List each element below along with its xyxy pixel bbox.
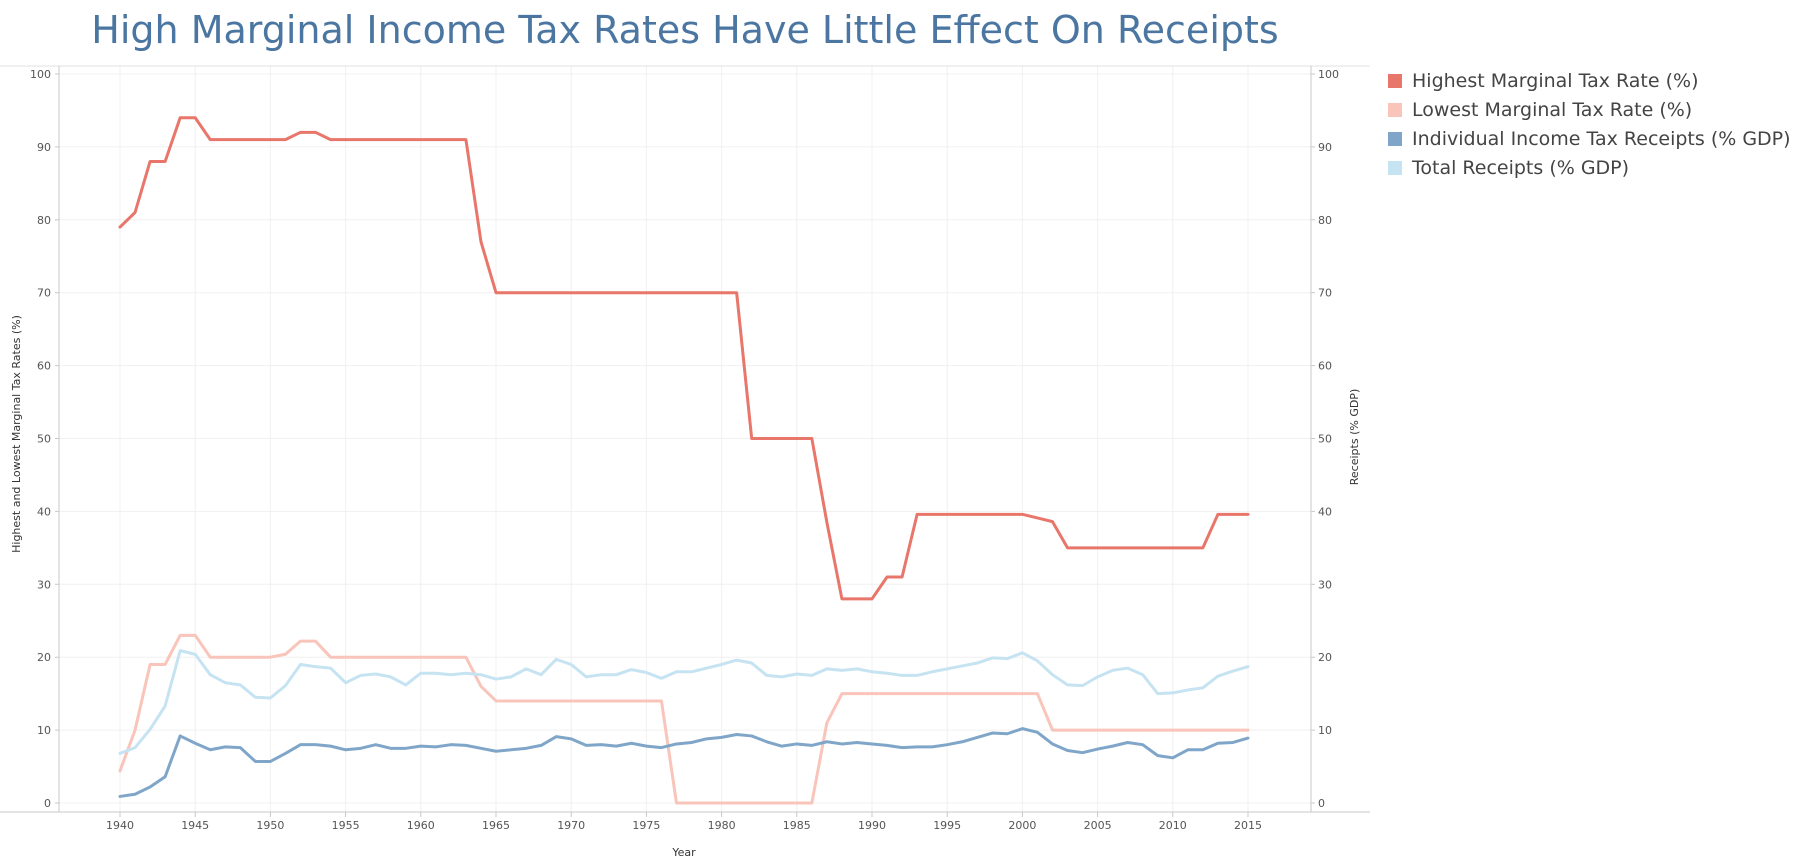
- y-tick-label-right: 70: [1318, 287, 1332, 300]
- series-line-4: [118, 649, 1250, 755]
- x-tick-label: 1970: [557, 819, 585, 832]
- y-tick-label-right: 80: [1318, 214, 1332, 227]
- y-tick-label-left: 70: [37, 287, 51, 300]
- legend-swatch: [1388, 131, 1402, 146]
- y-tick-label-left: 100: [30, 68, 51, 81]
- y-tick-label-right: 10: [1318, 724, 1332, 737]
- series-line-3: [118, 727, 1250, 798]
- legend-label: Highest Marginal Tax Rate (%): [1412, 69, 1699, 92]
- x-tick-label: 1985: [783, 819, 811, 832]
- x-tick-label: 2010: [1159, 819, 1187, 832]
- legend-swatch: [1388, 73, 1402, 88]
- series-line-1: [118, 116, 1250, 601]
- y-tick-label-left: 30: [37, 578, 51, 591]
- y-tick-label-right: 100: [1318, 68, 1339, 81]
- y-tick-label-left: 10: [37, 724, 51, 737]
- y-tick-label-left: 40: [37, 505, 51, 518]
- x-tick-label: 1975: [632, 819, 660, 832]
- y-tick-label-left: 20: [37, 651, 51, 664]
- x-tick-label: 1995: [933, 819, 961, 832]
- x-tick-label: 1980: [708, 819, 736, 832]
- x-tick-label: 1955: [332, 819, 360, 832]
- y-axis-left-title: Highest and Lowest Marginal Tax Rates (%…: [10, 315, 23, 553]
- y-tick-label-left: 80: [37, 214, 51, 227]
- x-axis-title: Year: [671, 846, 696, 859]
- legend-item: Total Receipts (% GDP): [1388, 153, 1791, 182]
- x-tick-label: 1965: [482, 819, 510, 832]
- legend-label: Total Receipts (% GDP): [1412, 156, 1630, 179]
- legend-item: Individual Income Tax Receipts (% GDP): [1388, 124, 1791, 153]
- y-tick-label-right: 60: [1318, 360, 1332, 373]
- legend-label: Individual Income Tax Receipts (% GDP): [1412, 127, 1791, 150]
- chart-title: High Marginal Income Tax Rates Have Litt…: [91, 8, 1279, 52]
- series-lines: [118, 116, 1250, 805]
- y-tick-label-right: 20: [1318, 651, 1332, 664]
- y-tick-label-left: 90: [37, 141, 51, 154]
- x-tick-label: 2000: [1008, 819, 1036, 832]
- grid: [59, 66, 1311, 812]
- y-axis-left: 0 10 20 30 40 50 60 70 80 90 100: [30, 68, 59, 810]
- legend-item: Lowest Marginal Tax Rate (%): [1388, 95, 1791, 124]
- y-axis-right: 0 10 20 30 40 50 60 70 80 90 100: [1311, 68, 1339, 810]
- line-chart: 0 10 20 30 40 50 60 70 80 90 100 0 10 20 30 40 50 60 70 80…: [0, 65, 1370, 859]
- x-tick-label: 2015: [1234, 819, 1262, 832]
- y-tick-label-right: 0: [1318, 797, 1325, 810]
- legend-item: Highest Marginal Tax Rate (%): [1388, 66, 1791, 95]
- x-tick-label: 1950: [256, 819, 284, 832]
- y-tick-label-right: 40: [1318, 505, 1332, 518]
- legend: Highest Marginal Tax Rate (%) Lowest Marg…: [1388, 66, 1791, 182]
- legend-swatch: [1388, 102, 1402, 117]
- y-tick-label-left: 50: [37, 433, 51, 446]
- x-tick-label: 1960: [407, 819, 435, 832]
- y-tick-label-right: 90: [1318, 141, 1332, 154]
- x-tick-label: 1990: [858, 819, 886, 832]
- x-tick-label: 1940: [106, 819, 134, 832]
- series-line-2: [118, 633, 1250, 805]
- x-tick-label: 1945: [181, 819, 209, 832]
- y-tick-label-right: 30: [1318, 578, 1332, 591]
- legend-label: Lowest Marginal Tax Rate (%): [1412, 98, 1693, 121]
- x-tick-label: 2005: [1084, 819, 1112, 832]
- y-tick-label-right: 50: [1318, 433, 1332, 446]
- legend-swatch: [1388, 160, 1402, 175]
- y-axis-right-title: Receipts (% GDP): [1348, 389, 1361, 485]
- y-tick-label-left: 60: [37, 360, 51, 373]
- y-tick-label-left: 0: [44, 797, 51, 810]
- x-axis: 1940 1945 1950 1955 1960 1965 1970 1975 1980 1985…: [106, 812, 1262, 832]
